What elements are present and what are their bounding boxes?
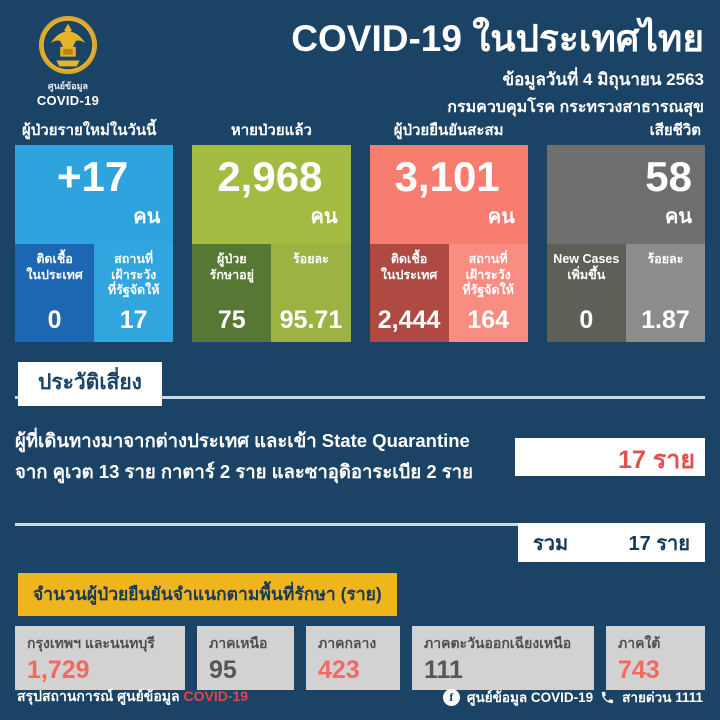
sub-stat-percent: ร้อยละ 95.71: [271, 244, 351, 342]
divider-line: [15, 396, 705, 399]
sub-stat-label: สถานที่ เฝ้าระวัง ที่รัฐจัดให้: [462, 252, 514, 298]
card-value: 3,101: [394, 152, 500, 200]
region-value: 743: [618, 656, 660, 685]
card-deaths: เสียชีวิต 58 คน New Cases เพิ่มขึ้น 0 ร้…: [546, 120, 705, 342]
sub-stat-label: ร้อยละ: [292, 252, 329, 266]
facebook-icon: f: [442, 688, 460, 706]
header: ศูนย์ข้อมูล COVID-19 COVID-19 ในประเทศไท…: [0, 0, 720, 116]
total-label: รวม: [533, 532, 569, 555]
region-box-central: ภาคกลาง 423: [306, 626, 400, 691]
sub-stat-value: 75: [217, 306, 246, 334]
sub-stat-value: 95.71: [279, 306, 343, 334]
region-value: 423: [318, 656, 360, 685]
page-title: COVID-19 ในประเทศไทย: [291, 18, 704, 59]
card-value: 2,968: [217, 152, 323, 200]
risk-description: ผู้ที่เดินทางมาจากต่างประเทศ และเข้า Sta…: [15, 430, 473, 482]
sub-stat-label: ติดเชื้อ ในประเทศ: [26, 252, 83, 282]
region-label: ภาคใต้: [618, 635, 661, 652]
card-main-value-area: 2,968 คน: [192, 145, 351, 244]
region-box-northeast: ภาคตะวันออกเฉียงเหนือ 111: [412, 626, 594, 691]
card-value: 58: [645, 152, 692, 200]
sub-stat-label: ติดเชื้อ ในประเทศ: [380, 252, 438, 282]
card-sub-stats: ผู้ป่วย รักษาอยู่ 75 ร้อยละ 95.71: [192, 244, 351, 342]
region-boxes-row: กรุงเทพฯ และนนทบุรี 1,729 ภาคเหนือ 95 ภา…: [15, 626, 705, 691]
logo-caption: ศูนย์ข้อมูล: [47, 81, 89, 91]
risk-history-tag: ประวัติเสี่ยง: [18, 362, 162, 406]
stat-cards-row: ผู้ป่วยรายใหม่ในวันนี้ +17 คน ติดเชื้อ ใ…: [15, 120, 705, 342]
sub-stat-value: 0: [579, 306, 594, 334]
sub-stat-value: 2,444: [377, 306, 441, 334]
card-title: ผู้ป่วยยืนยันสะสม: [393, 122, 504, 139]
risk-history-header: ประวัติเสี่ยง: [15, 362, 705, 406]
card-recovered: หายป่วยแล้ว 2,968 คน ผู้ป่วย รักษาอยู่ 7…: [192, 120, 351, 342]
card-new-cases: ผู้ป่วยรายใหม่ในวันนี้ +17 คน ติดเชื้อ ใ…: [15, 120, 174, 342]
card-unit: คน: [310, 205, 338, 228]
sub-stat-label: สถานที่ เฝ้าระวัง ที่รัฐจัดให้: [107, 252, 160, 298]
region-box-bangkok: กรุงเทพฯ และนนทบุรี 1,729: [15, 626, 185, 691]
footer-summary-text: สรุปสถานการณ์ ศูนย์ข้อมูล COVID-19: [17, 686, 248, 708]
region-label: ภาคตะวันออกเฉียงเหนือ: [424, 635, 572, 652]
sub-stat-value: 1.87: [641, 306, 690, 334]
region-value: 111: [424, 656, 463, 685]
card-title: เสียชีวิต: [649, 122, 701, 139]
sub-stat-in-hospital: ผู้ป่วย รักษาอยู่ 75: [192, 244, 272, 342]
region-box-north: ภาคเหนือ 95: [197, 626, 294, 691]
footer: สรุปสถานการณ์ ศูนย์ข้อมูล COVID-19 f ศูน…: [0, 674, 720, 720]
sub-stat-new-deaths: New Cases เพิ่มขึ้น 0: [546, 244, 626, 342]
agency-name: กรมควบคุมโรค กระทรวงสาธารณสุข: [447, 98, 704, 116]
card-value: +17: [57, 152, 129, 200]
title-block: COVID-19 ในประเทศไทย ข้อมูลวันที่ 4 มิถุ…: [120, 10, 704, 116]
card-title: หายป่วยแล้ว: [230, 122, 312, 139]
sub-stat-value: 0: [47, 306, 62, 334]
hotline-label: สายด่วน 1111: [622, 690, 703, 705]
total-value: 17 ราย: [628, 532, 691, 555]
agency-logo: ศูนย์ข้อมูล COVID-19: [16, 10, 120, 116]
sub-stat-value: 164: [467, 306, 510, 334]
region-label: กรุงเทพฯ และนนทบุรี: [27, 635, 155, 652]
data-date: ข้อมูลวันที่ 4 มิถุนายน 2563: [502, 69, 704, 89]
risk-history-section: ประวัติเสี่ยง ผู้ที่เดินทางมาจากต่างประเ…: [15, 362, 705, 487]
total-row: รวม 17 ราย: [15, 523, 705, 563]
card-sub-stats: New Cases เพิ่มขึ้น 0 ร้อยละ 1.87: [546, 244, 705, 342]
divider-line: [15, 523, 518, 527]
region-value: 95: [209, 656, 237, 685]
sub-stat-local: ติดเชื้อ ในประเทศ 0: [15, 244, 95, 342]
sub-stat-label: New Cases เพิ่มขึ้น: [553, 252, 620, 282]
sub-stat-label: ผู้ป่วย รักษาอยู่: [209, 252, 254, 282]
regions-title: จำนวนผู้ป่วยยืนยันจำแนกตามพื้นที่รักษา (…: [18, 573, 397, 617]
card-unit: คน: [487, 205, 515, 228]
card-sub-stats: ติดเชื้อ ในประเทศ 0 สถานที่ เฝ้าระวัง ที…: [15, 244, 174, 342]
region-label: ภาคเหนือ: [209, 635, 268, 652]
facebook-page-label: ศูนย์ข้อมูล COVID-19: [466, 690, 594, 705]
logo-caption-covid: COVID-19: [36, 93, 100, 108]
sub-stat-local: ติดเชื้อ ในประเทศ 2,444: [369, 244, 449, 342]
card-confirmed-total: ผู้ป่วยยืนยันสะสม 3,101 คน ติดเชื้อ ในปร…: [369, 120, 528, 342]
region-label: ภาคกลาง: [318, 635, 377, 652]
card-title: ผู้ป่วยรายใหม่ในวันนี้: [22, 122, 157, 139]
region-box-south: ภาคใต้ 743: [606, 626, 705, 691]
footer-covid-label: COVID-19: [183, 688, 249, 704]
risk-count-badge: 17 ราย: [515, 437, 705, 476]
total-box: รวม 17 ราย: [518, 523, 705, 563]
regions-section: จำนวนผู้ป่วยยืนยันจำแนกตามพื้นที่รักษา (…: [15, 573, 705, 691]
footer-summary-label: สรุปสถานการณ์ ศูนย์ข้อมูล: [17, 688, 180, 704]
card-unit: คน: [133, 205, 161, 228]
card-main-value-area: +17 คน: [15, 145, 174, 244]
risk-history-body: ผู้ที่เดินทางมาจากต่างประเทศ และเข้า Sta…: [15, 426, 705, 487]
card-main-value-area: 58 คน: [546, 145, 705, 244]
sub-stat-value: 17: [119, 306, 148, 334]
card-unit: คน: [664, 205, 692, 228]
sub-stat-quarantine: สถานที่ เฝ้าระวัง ที่รัฐจัดให้ 164: [448, 244, 528, 342]
card-main-value-area: 3,101 คน: [369, 145, 528, 244]
sub-stat-percent: ร้อยละ 1.87: [625, 244, 705, 342]
region-value: 1,729: [27, 656, 90, 685]
garuda-emblem-icon: [38, 15, 98, 75]
footer-contacts: f ศูนย์ข้อมูล COVID-19 สายด่วน 1111: [442, 686, 703, 708]
sub-stat-label: ร้อยละ: [647, 252, 684, 266]
phone-icon: [602, 691, 614, 703]
card-sub-stats: ติดเชื้อ ในประเทศ 2,444 สถานที่ เฝ้าระวั…: [369, 244, 528, 342]
sub-stat-quarantine: สถานที่ เฝ้าระวัง ที่รัฐจัดให้ 17: [94, 244, 174, 342]
